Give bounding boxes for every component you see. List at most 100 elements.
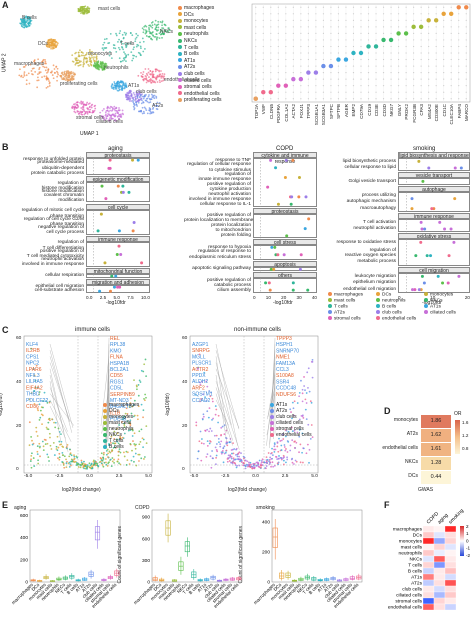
umap-point [120, 81, 123, 84]
umap-point [124, 83, 127, 86]
umap-point [142, 40, 145, 43]
volcano-point [102, 456, 105, 459]
volcano-point [102, 458, 105, 460]
dotplot-dot [405, 6, 407, 8]
dotplot-dot [255, 32, 257, 34]
volcano-point [133, 379, 135, 381]
volcano-point [301, 451, 303, 454]
umap-point [158, 75, 161, 78]
volcano-point [73, 454, 75, 457]
umap-point [162, 79, 165, 82]
umap-point [48, 41, 51, 44]
umap-point [112, 86, 115, 89]
volcano-point [248, 463, 251, 466]
x-tick: 0.0 [252, 474, 259, 479]
volcano-point [48, 460, 50, 462]
dotplot-dot [360, 65, 362, 67]
dotplot-dot [345, 85, 347, 87]
enrichment-term-label: regulation of T cell differentiation [42, 240, 84, 251]
dotplot-dot [307, 13, 309, 15]
umap-point [97, 68, 100, 71]
volcano-point [36, 386, 39, 389]
enrichment-dot [103, 260, 107, 264]
x-tick: 5.0 [145, 474, 152, 479]
marker-gene-label: CD300E [434, 104, 440, 122]
umap-point [125, 46, 128, 49]
volcano-point [142, 409, 145, 412]
dotplot-dot [292, 45, 294, 48]
volcano-point [298, 451, 300, 454]
x-tick: 0 [398, 295, 401, 300]
enrichment-term-label: cilium assembly [217, 287, 251, 293]
volcano-point [42, 449, 45, 452]
enrichment-dot [417, 159, 421, 163]
dotplot-dot [420, 39, 422, 41]
marker-gene-label: SCGB3A1 [321, 104, 327, 126]
enrichment-dot [304, 195, 308, 199]
dotplot-dot [465, 39, 467, 41]
volcano-point [140, 369, 143, 372]
volcano-gene-down: CD86 [26, 404, 39, 410]
y-tick: 200 [20, 557, 28, 563]
heatmap-cell [422, 537, 435, 545]
dotplot-dot [443, 26, 445, 28]
umap-point [156, 105, 159, 107]
umap-legend-item: endothelial cells [178, 91, 220, 97]
legend-swatch [103, 402, 107, 407]
volcano-leader [49, 350, 73, 433]
umap-point [30, 19, 33, 22]
volcano-point [265, 465, 268, 467]
enrichment-dot [112, 285, 116, 289]
dotplot-dot [300, 26, 302, 28]
enrichment-term-label: protein folding [220, 232, 251, 238]
volcano-point [61, 445, 64, 448]
dotplot-dot [292, 98, 294, 100]
volcano-point [293, 429, 296, 432]
dotplot-dot [337, 39, 340, 41]
volcano-x-label-2: log2(fold change) [228, 487, 267, 493]
umap-point [67, 70, 70, 73]
volcano-point [70, 464, 72, 467]
marker-gene-label: COL1A2 [283, 104, 289, 122]
dotplot-dot [435, 65, 437, 67]
enrichment-dot [420, 274, 424, 278]
heatmap-cell [433, 573, 446, 581]
colorbar-tick: -1 [466, 546, 471, 551]
e-y-label: Count of significant genes [0, 526, 2, 584]
dotplot-marker-dot [456, 5, 461, 10]
umap-legend-item: neutrophils [178, 31, 208, 37]
umap-point [140, 102, 143, 105]
umap-point [110, 109, 113, 112]
dotplot-dot [390, 52, 392, 54]
umap-point [24, 64, 27, 67]
volcano-gene-down: NFIL3 [26, 373, 40, 379]
enrichment-dots [93, 284, 122, 293]
volcano-point [92, 460, 95, 463]
volcano-point [197, 450, 200, 453]
enrichment-term-label: negative regulation of cell cycle proces… [38, 225, 84, 236]
volcano-point [258, 459, 261, 462]
enrichment-group-strip: epigenetic modification [86, 175, 150, 183]
volcano-point [100, 452, 103, 455]
dotplot-dot [382, 72, 385, 74]
umap-point [32, 67, 35, 70]
or-colorbar [455, 420, 460, 454]
volcano-point [231, 452, 233, 455]
dotplot-dot [352, 6, 355, 8]
umap-point [36, 86, 39, 89]
umap-point [116, 110, 119, 113]
volcano-point [117, 454, 120, 457]
volcano-point [30, 458, 32, 461]
dotplot-dot [337, 32, 340, 34]
x-tick: 40 [311, 295, 317, 300]
umap-point [118, 48, 121, 51]
dotplot-dot [330, 6, 332, 8]
volcano-point [36, 407, 39, 410]
volcano-gene-up: FLNA [110, 355, 123, 361]
dotplot-dot [443, 72, 445, 74]
volcano-point [130, 459, 133, 462]
umap-point [151, 73, 154, 76]
panel-label-b: B [2, 142, 9, 152]
umap-point [84, 5, 87, 8]
volcano-legend-item: DCs [103, 408, 119, 414]
